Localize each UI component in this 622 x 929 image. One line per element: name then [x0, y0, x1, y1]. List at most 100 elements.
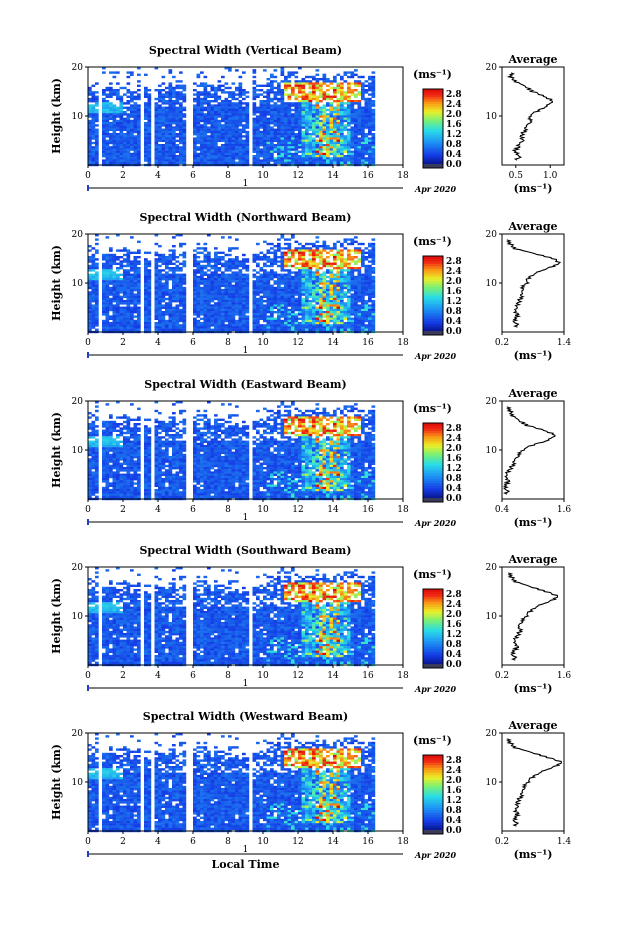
heatmap-cell [200, 280, 204, 283]
heatmap-cell [203, 115, 208, 118]
heatmap-cell [308, 284, 313, 287]
heatmap-cell [305, 75, 309, 79]
heatmap-cell [287, 322, 292, 325]
heatmap-cell [238, 300, 243, 303]
heatmap-cell [214, 86, 218, 90]
heatmap-cell [305, 308, 309, 312]
heatmap-cell [287, 119, 292, 123]
heatmap-cell [182, 115, 187, 118]
heatmap-cell [347, 159, 351, 162]
heatmap-cell [158, 275, 162, 279]
heatmap-cell [109, 148, 113, 151]
heatmap-cell [119, 322, 124, 325]
heatmap-cell [277, 115, 281, 118]
heatmap-cell [256, 95, 260, 98]
heatmap-cell [238, 139, 243, 142]
heatmap-cell [200, 271, 204, 274]
heatmap-cell [193, 322, 197, 325]
heatmap-cell [217, 324, 222, 327]
heatmap-cell [161, 278, 166, 281]
heatmap-cell [116, 141, 120, 145]
heatmap-cell [165, 306, 169, 309]
heatmap-cell [263, 278, 267, 281]
heatmap-cell [319, 93, 323, 96]
heatmap-cell [347, 130, 351, 134]
heatmap-cell [119, 313, 124, 316]
heatmap-cell [315, 124, 320, 127]
heatmap-cell [308, 308, 313, 312]
heatmap-cell [266, 249, 271, 252]
heatmap-cell [291, 86, 295, 90]
heatmap-cell [130, 291, 134, 294]
heatmap-cell [119, 137, 124, 140]
heatmap-cell [109, 264, 113, 268]
heatmap-cell [88, 106, 92, 109]
heatmap-cell [165, 102, 169, 105]
heatmap-cell [238, 89, 243, 92]
heatmap-cell [144, 251, 148, 254]
heatmap-cell [333, 141, 337, 145]
heatmap-cell [273, 137, 278, 140]
heatmap-cell [294, 113, 299, 116]
heatmap-cell [231, 102, 236, 105]
heatmap-cell [137, 161, 141, 164]
colorbar-tick-label: 0.4 [446, 150, 462, 160]
heatmap-cell [214, 273, 218, 276]
heatmap-cell [203, 150, 208, 153]
heatmap-cell [252, 302, 257, 305]
heatmap-cell [231, 275, 236, 279]
heatmap-cell [368, 161, 372, 164]
heatmap-cell [214, 253, 218, 257]
heatmap-cell [193, 159, 197, 162]
heatmap-cell [179, 152, 183, 156]
heatmap-cell [228, 102, 232, 105]
heatmap-cell [88, 256, 92, 259]
heatmap-cell [284, 80, 288, 83]
heatmap-cell [196, 247, 201, 250]
heatmap-cell [347, 155, 351, 158]
heatmap-cell [231, 144, 236, 147]
heatmap-cell [109, 104, 113, 107]
heatmap-cell [294, 95, 299, 98]
heatmap-cell [371, 150, 376, 153]
heatmap-cell [196, 326, 201, 329]
heatmap-cell [245, 117, 250, 120]
heatmap-cell [245, 155, 250, 158]
heatmap-cell [308, 282, 313, 285]
heatmap-cell [245, 304, 250, 307]
heatmap-cell [284, 293, 288, 296]
heatmap-cell [263, 157, 267, 160]
heatmap-cell [235, 278, 239, 281]
heatmap-cell [371, 91, 376, 94]
heatmap-cell [88, 150, 92, 153]
heatmap-cell [102, 302, 106, 305]
heatmap-cell [312, 289, 316, 292]
heatmap-cell [123, 126, 127, 129]
heatmap-cell [109, 161, 113, 164]
heatmap-cell [333, 75, 337, 79]
heatmap-cell [333, 286, 337, 290]
heatmap-cell [263, 291, 267, 294]
heatmap-cell [298, 313, 302, 316]
heatmap-cell [315, 236, 320, 239]
heatmap-cell [333, 78, 337, 81]
heatmap-cell [126, 100, 131, 103]
heatmap-cell [175, 93, 180, 96]
heatmap-cell [298, 247, 302, 250]
heatmap-cell [259, 124, 264, 127]
heatmap-cell [175, 282, 180, 285]
heatmap-cell [357, 137, 362, 140]
heatmap-cell [168, 71, 173, 74]
heatmap-cell [158, 260, 162, 263]
panel-title: Spectral Width (Northward Beam) [140, 211, 352, 224]
heatmap-cell [308, 91, 313, 94]
heatmap-cell [308, 133, 313, 136]
heatmap-cell [294, 300, 299, 303]
heatmap-cell [130, 159, 134, 162]
heatmap-cell [168, 141, 173, 145]
heatmap-cell [221, 256, 225, 259]
heatmap-cell [203, 93, 208, 96]
heatmap-cell [326, 78, 330, 81]
heatmap-cell [259, 280, 264, 283]
heatmap-cell [329, 319, 334, 323]
